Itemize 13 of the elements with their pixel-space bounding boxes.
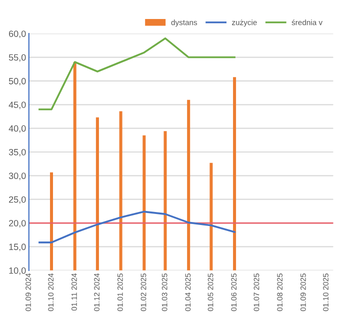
- y-tick-label: 25,0: [9, 196, 26, 204]
- y-tick-label: 15,0: [9, 244, 26, 252]
- y-tick-label: 45,0: [8, 102, 26, 110]
- y-tick-label: 10,0: [9, 267, 26, 275]
- y-tick-label: 40,0: [8, 125, 26, 133]
- y-tick-label: 50,0: [8, 78, 26, 86]
- y-tick-label: 30,0: [8, 172, 26, 180]
- y-tick-label: 60,0: [9, 30, 26, 38]
- line-series: [38, 37, 236, 110]
- y-tick-label: 55,0: [8, 54, 26, 62]
- y-tick-label: 35,0: [8, 148, 26, 156]
- y-tick-label: 20,0: [9, 220, 26, 228]
- line-series: [38, 210, 236, 244]
